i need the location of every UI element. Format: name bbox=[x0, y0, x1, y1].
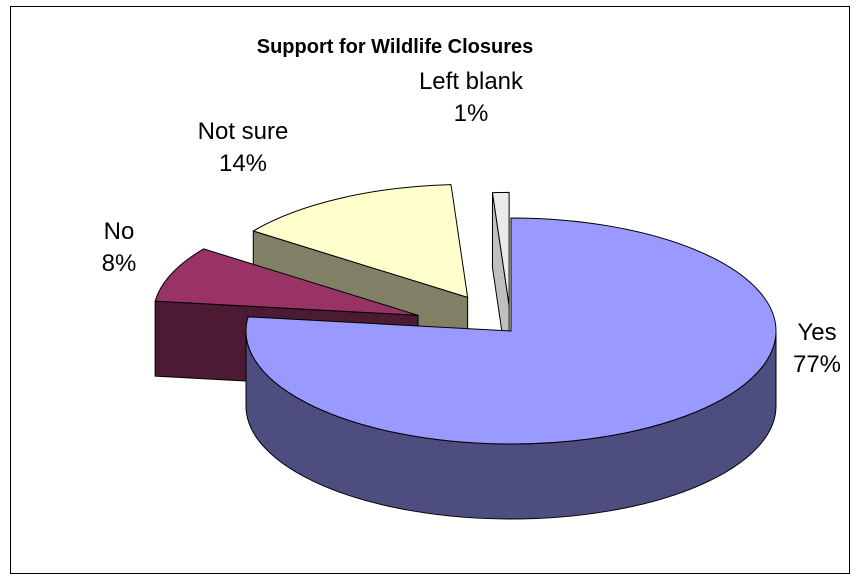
slice-not-sure-top bbox=[252, 184, 469, 298]
slice-no-top bbox=[154, 248, 419, 316]
label-yes-name: Yes bbox=[797, 319, 836, 346]
slice-yes-top bbox=[245, 217, 777, 445]
chart-title: Support for Wildlife Closures bbox=[257, 36, 534, 58]
slice-labels: Yes 77% No 8% Not sure 14% Left blank 1% bbox=[102, 68, 841, 378]
slice-yes bbox=[245, 217, 777, 520]
pie-slices bbox=[154, 184, 777, 520]
label-no-name: No bbox=[104, 218, 135, 245]
label-not-sure-value: 14% bbox=[219, 150, 267, 177]
chart-frame: Support for Wildlife Closures Yes 77% No 8%… bbox=[10, 6, 850, 574]
slice-left-blank-top bbox=[491, 191, 510, 306]
label-not-sure-name: Not sure bbox=[198, 118, 289, 145]
label-left-blank-name: Left blank bbox=[419, 68, 524, 95]
label-yes-value: 77% bbox=[793, 351, 841, 378]
label-left-blank-value: 1% bbox=[454, 100, 489, 127]
pie-chart: Support for Wildlife Closures Yes 77% No 8%… bbox=[102, 36, 841, 520]
label-no-value: 8% bbox=[102, 250, 137, 277]
